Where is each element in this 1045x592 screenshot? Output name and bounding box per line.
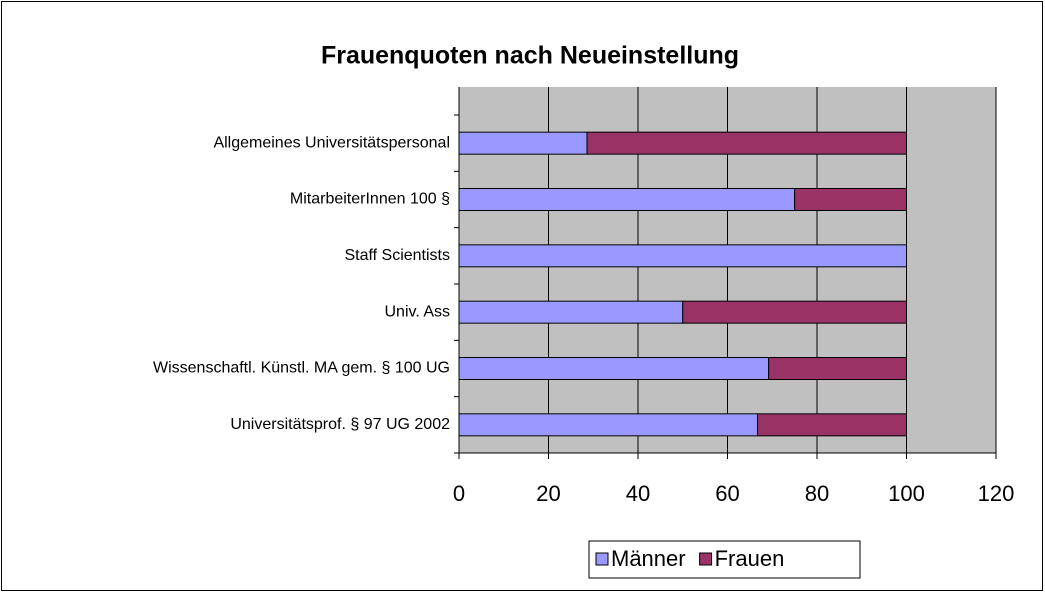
- bar: [458, 131, 588, 155]
- x-tick-label: 80: [805, 481, 829, 506]
- x-tick-label: 60: [715, 481, 739, 506]
- legend-swatch: [699, 552, 713, 566]
- legend-box: [588, 540, 861, 579]
- bar: [756, 413, 907, 437]
- y-tick-label: Staff Scientists: [344, 247, 450, 264]
- x-tick-label: 120: [978, 481, 1015, 506]
- x-tick-label: 0: [453, 481, 465, 506]
- y-tick-label: Allgemeines Universitätspersonal: [213, 134, 450, 151]
- legend-swatch: [595, 552, 609, 566]
- bar: [458, 244, 907, 268]
- bar: [768, 357, 907, 380]
- bar: [458, 188, 796, 211]
- y-tick-label: MitarbeiterInnen 100 §: [290, 191, 450, 208]
- chart-title: Frauenquoten nach Neueinstellung: [321, 42, 739, 70]
- bar: [458, 413, 758, 437]
- bar: [794, 188, 907, 211]
- x-tick-label: 40: [626, 481, 650, 506]
- y-tick-label: Wissenschaftl. Künstl. MA gem. § 100 UG: [153, 360, 450, 377]
- bar: [682, 300, 907, 324]
- bar: [458, 357, 770, 380]
- legend-label: Männer: [611, 546, 686, 571]
- x-tick-label: 100: [888, 481, 925, 506]
- legend-label: Frauen: [715, 546, 785, 571]
- bar: [586, 131, 907, 155]
- x-tick-label: 20: [536, 481, 560, 506]
- y-tick-label: Universitätsprof. § 97 UG 2002: [230, 416, 450, 433]
- y-tick-label: Univ. Ass: [385, 303, 451, 320]
- bar: [458, 300, 684, 324]
